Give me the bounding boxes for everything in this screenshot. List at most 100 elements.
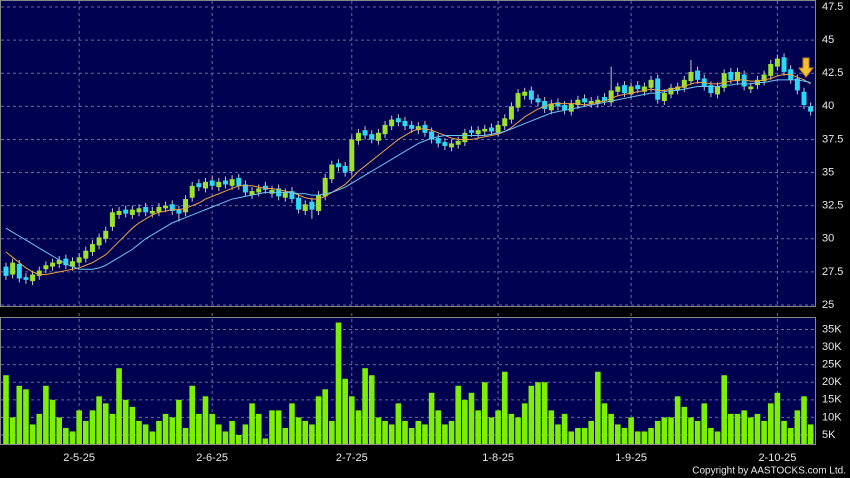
volume-bar [694, 420, 701, 444]
candle-body [415, 126, 421, 131]
candle-body [555, 102, 561, 107]
candle-body [196, 183, 202, 188]
plot: 25 27.5 30 32.5 35 37.5 40 42.5 45 47.5 5K 10K 15K 20… [1, 1, 843, 464]
volume-bar [721, 375, 727, 444]
candle-body [23, 277, 29, 280]
volume-bar [488, 417, 495, 444]
volume-bar [621, 427, 628, 444]
candle-body [748, 86, 754, 90]
volume-bar [541, 382, 548, 444]
y-tick-label: 40 [822, 100, 834, 112]
candle-body [728, 71, 734, 80]
volume-bar [801, 396, 807, 444]
candle-body [3, 266, 9, 276]
candle-body [615, 86, 621, 92]
candle-body [675, 86, 681, 91]
volume-bar [575, 427, 581, 444]
volume-bar [701, 403, 708, 444]
volume-bar [349, 396, 355, 444]
volume-bar [176, 399, 182, 444]
candle-body [548, 103, 554, 111]
candle-body [395, 118, 401, 123]
candle-body [741, 74, 747, 87]
candle-body [602, 97, 607, 102]
candle-body [316, 195, 322, 211]
volume-bar [202, 396, 209, 444]
volume-bar [29, 424, 36, 444]
volume-bar [482, 382, 488, 444]
candle-body [369, 134, 375, 140]
volume-bar [741, 410, 747, 444]
candle-body [16, 263, 22, 279]
volume-bar [641, 431, 648, 444]
volume-bar [668, 417, 674, 444]
candle-body [289, 191, 295, 200]
candle-body [50, 262, 56, 267]
candle-body [721, 73, 727, 88]
volume-bar [728, 413, 734, 444]
candle-body [535, 98, 541, 103]
volume-bar [714, 431, 721, 444]
volume-bar [734, 413, 741, 444]
volume-bar [63, 427, 69, 444]
volume-bar [362, 368, 368, 444]
candle-body [469, 130, 474, 133]
volume-bar [535, 382, 541, 444]
volume-bar [329, 420, 335, 444]
candle-body [768, 63, 774, 76]
candle-body [229, 179, 235, 186]
candle-body [269, 189, 275, 194]
candle-body [256, 188, 262, 193]
volume-bar [462, 399, 468, 444]
candle-body [322, 177, 328, 197]
candle-body [169, 204, 175, 211]
volume-bar [169, 417, 176, 444]
candle-body [568, 103, 574, 112]
volume-bar [515, 417, 521, 444]
volume-bar [555, 424, 561, 444]
volume-bar [275, 410, 282, 444]
volume-bar [209, 413, 215, 444]
candle-body [116, 210, 122, 215]
volume-bar [442, 424, 448, 444]
candle-body [336, 163, 341, 168]
candle-body [455, 140, 461, 145]
volume-bar [615, 424, 621, 444]
volume-bar [428, 392, 435, 444]
volume-bar [156, 420, 162, 444]
volume-bar [9, 417, 16, 444]
volume-bar [83, 420, 89, 444]
volume-bar [528, 385, 535, 444]
volume-bar [608, 413, 614, 444]
volume-bar [787, 427, 794, 444]
candle-body [482, 128, 488, 132]
volume-bar [96, 396, 102, 444]
candle-body [668, 87, 674, 95]
volume-bar [89, 410, 96, 444]
volume-bar [289, 403, 295, 444]
candle-body [10, 262, 16, 275]
candle-body [774, 58, 780, 67]
volume-bar [382, 420, 388, 444]
candle-body [794, 78, 800, 91]
volume-bar [748, 417, 754, 444]
volume-bar [309, 424, 315, 444]
moving-average-line [5, 74, 811, 276]
volume-bar [661, 417, 668, 444]
y-tick-label: 27.5 [822, 266, 843, 278]
candle-body [183, 199, 189, 213]
candle-body [176, 209, 182, 214]
volume-bar [269, 410, 275, 444]
candle-body [542, 101, 548, 109]
y-tick-label: 32.5 [822, 200, 843, 212]
volume-bar [435, 410, 442, 444]
candle-body [528, 90, 534, 100]
candle-body [242, 184, 248, 193]
volume-bar [774, 392, 781, 444]
candle-body [203, 181, 208, 189]
candle-body [89, 244, 95, 253]
candle-body [70, 261, 75, 267]
candle-body [641, 86, 647, 92]
candle-body [508, 106, 514, 120]
